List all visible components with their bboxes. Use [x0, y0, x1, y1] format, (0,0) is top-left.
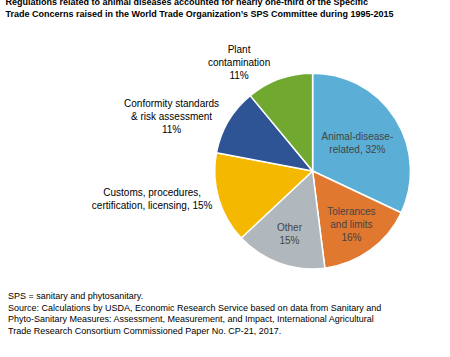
svg-text:Conformity standards& risk ass: Conformity standards& risk assessment11%: [124, 98, 219, 135]
svg-text:Regulations related to animal: Regulations related to animal diseases a…: [5, 0, 393, 19]
svg-text:Animal-disease-related, 32%: Animal-disease-related, 32%: [322, 131, 394, 155]
svg-text:SPS = sanitary and phytosanita: SPS = sanitary and phytosanitary.Source:…: [8, 291, 381, 336]
svg-text:Tolerancesand limits16%: Tolerancesand limits16%: [327, 206, 375, 243]
svg-text:Customs, procedures,certificat: Customs, procedures,certification, licen…: [92, 187, 213, 211]
svg-text:Plantcontamination11%: Plantcontamination11%: [208, 44, 270, 81]
svg-text:Other15%: Other15%: [277, 222, 303, 246]
